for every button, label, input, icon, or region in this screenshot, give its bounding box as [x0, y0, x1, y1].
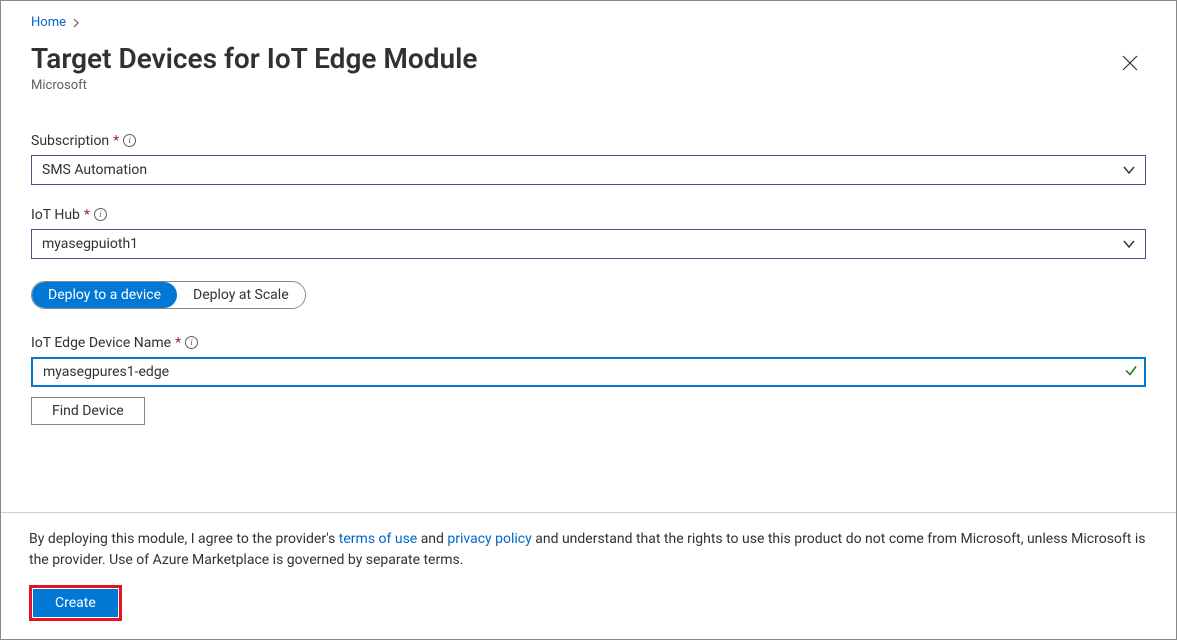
- checkmark-icon: [1124, 362, 1138, 381]
- footer: By deploying this module, I agree to the…: [1, 512, 1176, 639]
- close-icon: [1122, 55, 1138, 71]
- subscription-field: Subscription * i SMS Automation: [31, 133, 1146, 185]
- iothub-value: myasegpuioth1: [42, 236, 138, 252]
- page-title: Target Devices for IoT Edge Module: [31, 42, 477, 76]
- find-device-button[interactable]: Find Device: [31, 397, 145, 425]
- chevron-right-icon: [72, 16, 80, 30]
- device-name-label: IoT Edge Device Name: [31, 335, 171, 351]
- create-button-highlight: Create: [29, 585, 122, 621]
- privacy-policy-link[interactable]: privacy policy: [447, 531, 531, 547]
- subscription-value: SMS Automation: [42, 162, 147, 178]
- iothub-field: IoT Hub * i myasegpuioth1: [31, 207, 1146, 259]
- info-icon[interactable]: i: [123, 134, 136, 147]
- iothub-label: IoT Hub: [31, 207, 80, 223]
- subscription-label: Subscription: [31, 133, 109, 149]
- required-indicator: *: [113, 133, 119, 149]
- page-subtitle: Microsoft: [31, 78, 477, 93]
- deploy-to-device-option[interactable]: Deploy to a device: [32, 282, 177, 308]
- close-button[interactable]: [1114, 48, 1146, 80]
- terms-of-use-link[interactable]: terms of use: [339, 531, 417, 547]
- info-icon[interactable]: i: [185, 336, 198, 349]
- chevron-down-icon: [1123, 238, 1135, 250]
- required-indicator: *: [175, 335, 181, 351]
- chevron-down-icon: [1123, 164, 1135, 176]
- device-name-input[interactable]: [31, 357, 1146, 387]
- subscription-select[interactable]: SMS Automation: [31, 155, 1146, 185]
- breadcrumb-home-link[interactable]: Home: [31, 15, 66, 30]
- breadcrumb: Home: [31, 15, 1146, 30]
- create-button[interactable]: Create: [33, 589, 118, 617]
- deploy-mode-toggle: Deploy to a device Deploy at Scale: [31, 281, 306, 309]
- footer-agreement-text: By deploying this module, I agree to the…: [29, 529, 1148, 571]
- iothub-select[interactable]: myasegpuioth1: [31, 229, 1146, 259]
- info-icon[interactable]: i: [94, 208, 107, 221]
- required-indicator: *: [84, 207, 90, 223]
- device-name-field: IoT Edge Device Name * i Find Device: [31, 335, 1146, 425]
- deploy-at-scale-option[interactable]: Deploy at Scale: [177, 282, 305, 308]
